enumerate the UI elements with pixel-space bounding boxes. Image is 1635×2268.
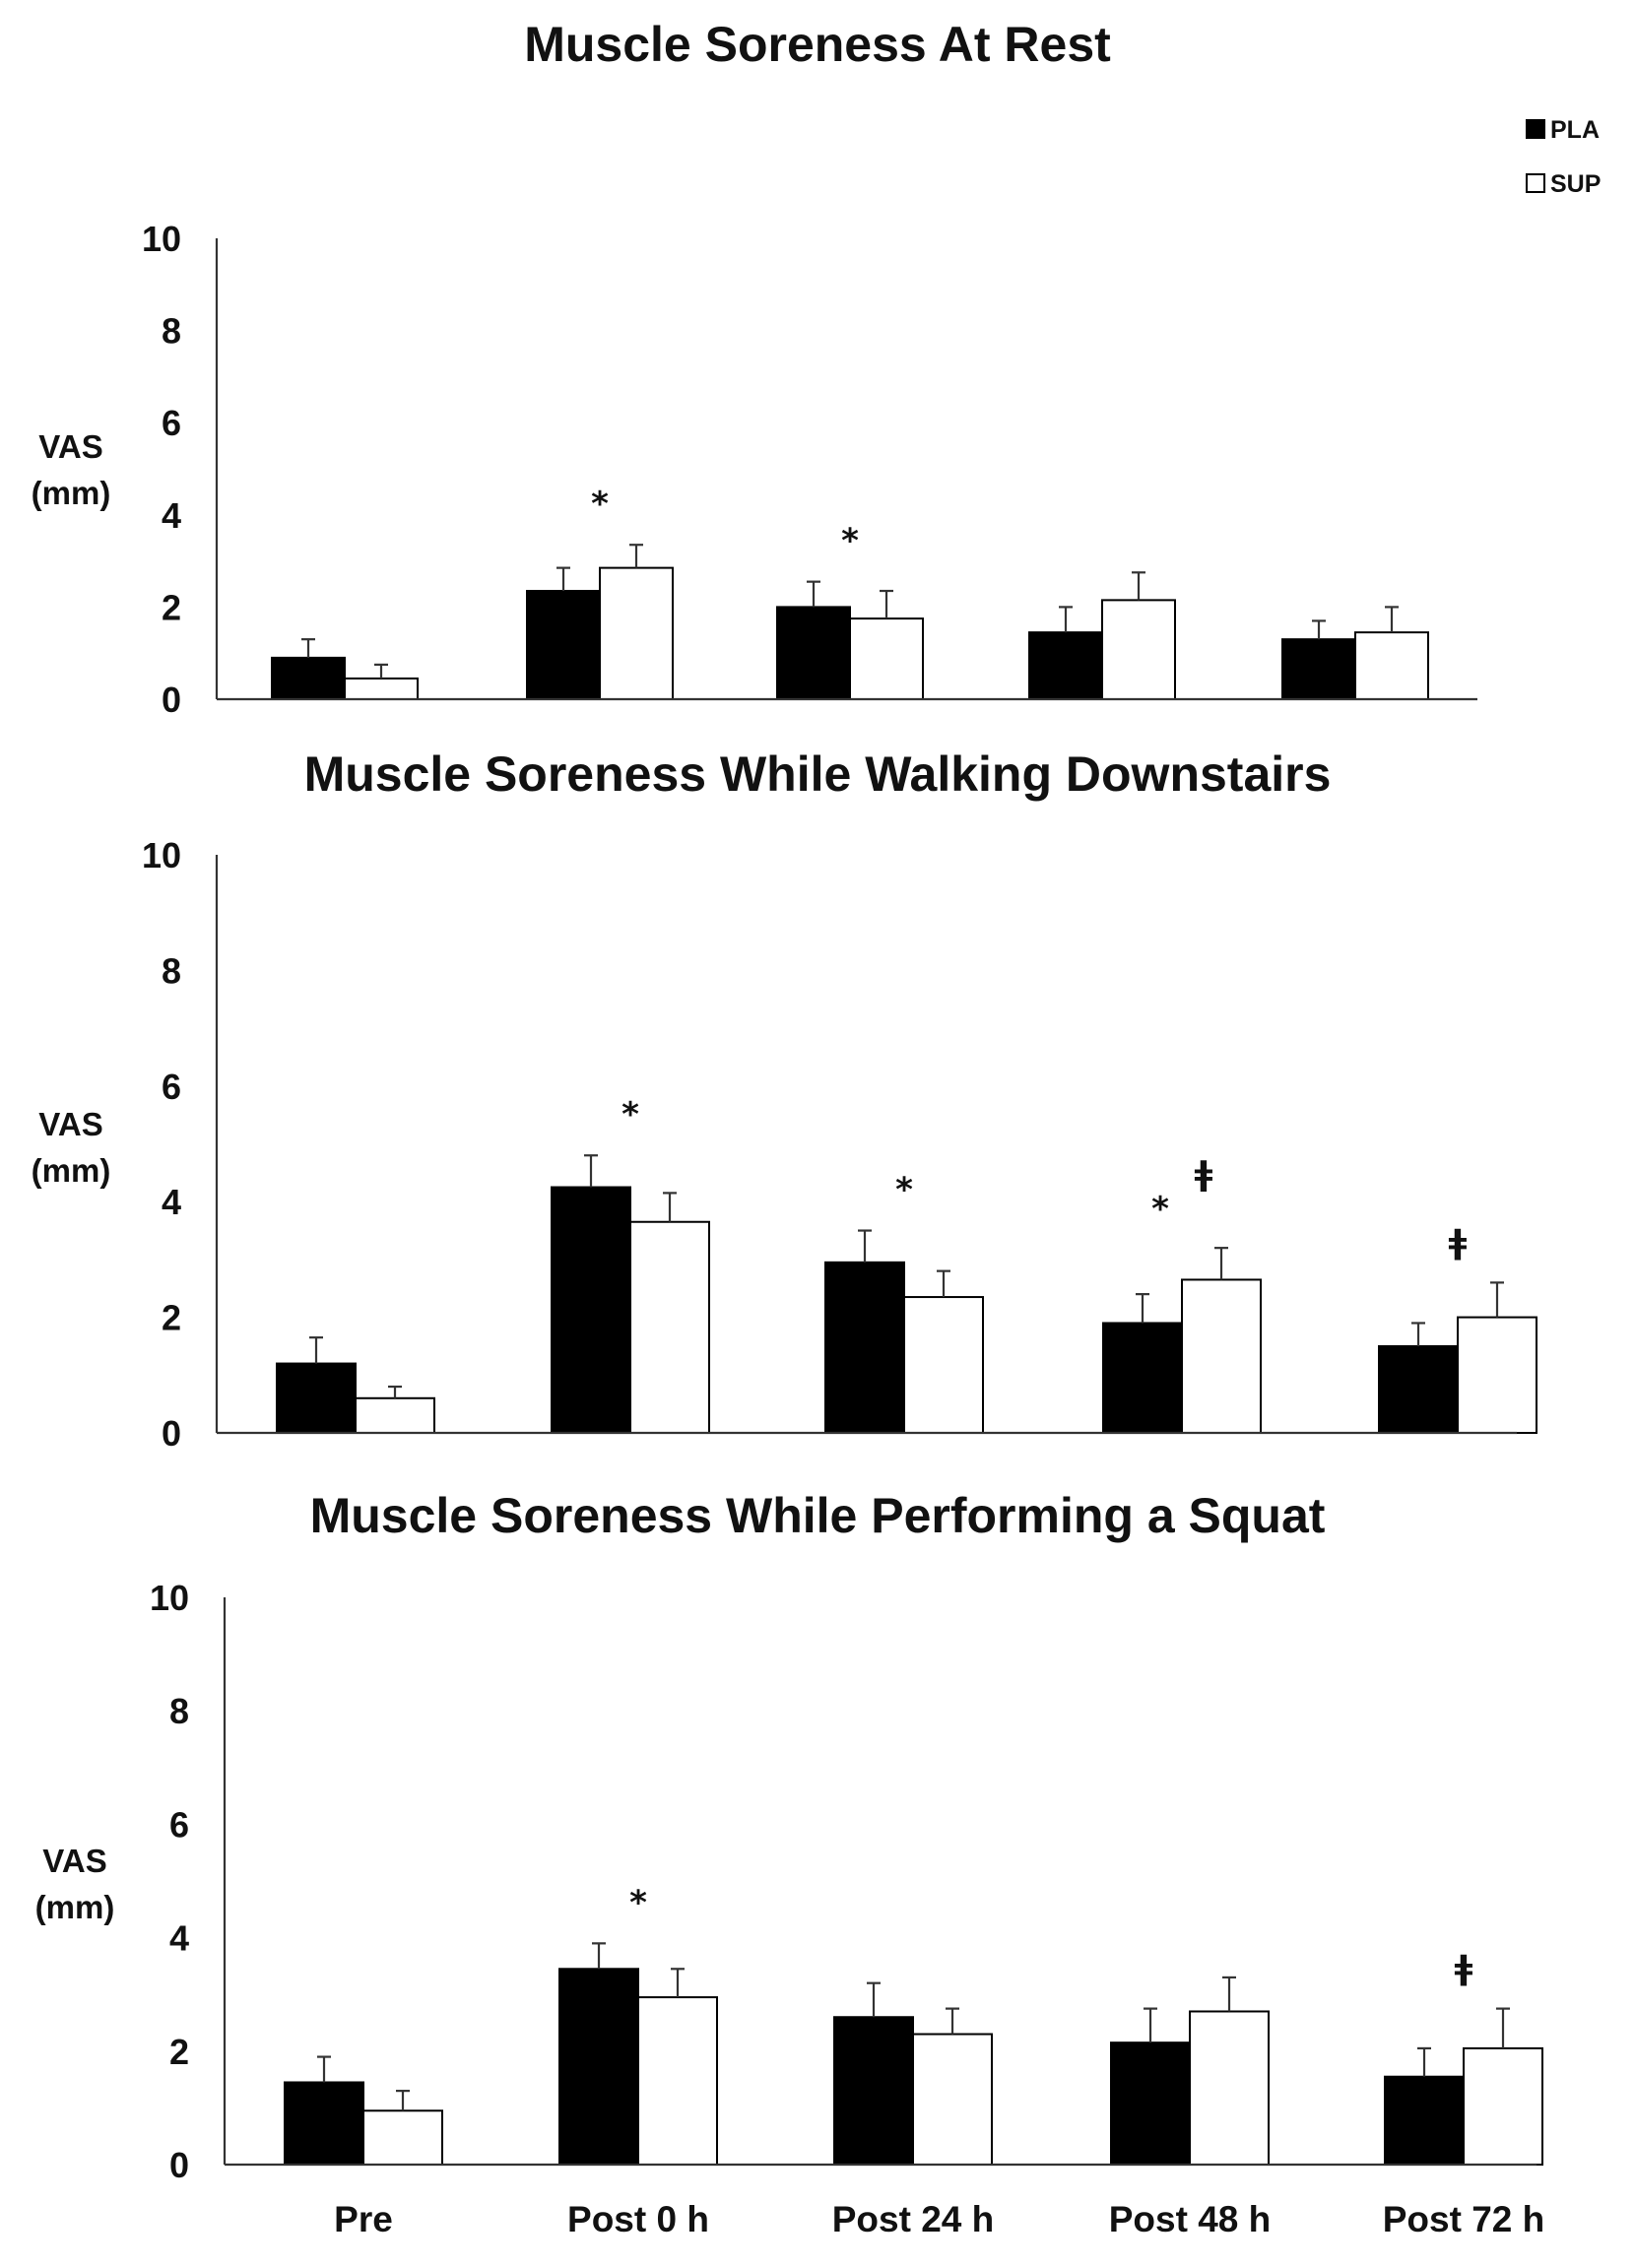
legend-sup-swatch [1526, 173, 1545, 193]
y-axis-label-line1: VAS [38, 1106, 102, 1142]
y-axis-label-line2: (mm) [32, 1152, 111, 1189]
panel-soreness-walking-downstairs: Muscle Soreness While Walking Downstairs… [32, 746, 1537, 1454]
y-tick-label: 6 [169, 1804, 189, 1845]
y-tick-label: 10 [142, 835, 181, 875]
bar-pla-post-48-h [1102, 1322, 1183, 1434]
significance-double-dagger: ǂ [1449, 1222, 1468, 1262]
panel-soreness-squat: Muscle Soreness While Performing a Squat… [35, 1488, 1545, 2239]
y-tick-label: 2 [162, 1298, 181, 1338]
bar-pla-post-48-h [1028, 631, 1103, 701]
bar-sup-post-0-h [629, 1220, 710, 1434]
bar-sup-post-72-h [1354, 631, 1429, 701]
y-tick-label: 10 [150, 1578, 189, 1618]
y-axis-label-line1: VAS [38, 428, 102, 465]
bar-pla-pre [284, 2081, 364, 2166]
bar-pla-post-48-h [1110, 2041, 1191, 2166]
legend-pla-label: PLA [1550, 116, 1600, 144]
y-tick-label: 4 [162, 1182, 181, 1222]
significance-asterisk: * [591, 485, 609, 524]
bar-sup-post-72-h [1457, 1316, 1537, 1434]
y-tick-label: 0 [162, 680, 181, 720]
y-tick-label: 0 [169, 2145, 189, 2185]
y-tick-label: 2 [169, 2032, 189, 2072]
bar-sup-post-0-h [599, 566, 674, 700]
bar-sup-pre [344, 677, 419, 701]
chart-title: Muscle Soreness While Walking Downstairs [304, 746, 1332, 802]
legend: PLA SUP [1526, 116, 1601, 198]
bar-pla-pre [276, 1362, 357, 1435]
bar-sup-post-24-h [849, 617, 924, 700]
y-axis-label-line2: (mm) [35, 1889, 115, 1925]
bar-sup-post-48-h [1181, 1278, 1262, 1434]
legend-sup-label: SUP [1550, 170, 1601, 198]
significance-double-dagger: ǂ [1195, 1154, 1213, 1194]
significance-asterisk: * [1151, 1190, 1169, 1229]
legend-pla-swatch [1526, 119, 1545, 139]
y-tick-label: 2 [162, 587, 181, 627]
y-tick-label: 4 [169, 1918, 189, 1959]
panel-soreness-at-rest: Muscle Soreness At Rest VAS (mm) 0 2 4 6 8 10… [32, 17, 1477, 720]
x-tick-label: Post 72 h [1383, 2199, 1545, 2239]
bar-sup-post-24-h [912, 2033, 993, 2167]
significance-asterisk: * [621, 1095, 639, 1134]
y-axis-label-line2: (mm) [32, 475, 111, 511]
bar-sup-pre [362, 2109, 443, 2167]
y-tick-label: 8 [162, 950, 181, 991]
bar-pla-post-72-h [1281, 638, 1356, 700]
bar-pla-post-0-h [551, 1186, 631, 1435]
bar-pla-post-0-h [526, 590, 601, 701]
bar-sup-post-48-h [1101, 599, 1176, 701]
x-tick-label: Post 48 h [1109, 2199, 1272, 2239]
significance-asterisk: * [895, 1171, 913, 1210]
bar-sup-pre [355, 1396, 435, 1435]
y-tick-label: 8 [162, 311, 181, 352]
bar-pla-post-24-h [824, 1261, 905, 1434]
x-tick-label: Post 24 h [832, 2199, 995, 2239]
x-tick-label: Post 0 h [567, 2199, 709, 2239]
significance-asterisk: * [629, 1883, 647, 1922]
significance-asterisk: * [841, 522, 859, 561]
y-tick-label: 4 [162, 495, 181, 536]
chart-title: Muscle Soreness While Performing a Squat [310, 1488, 1326, 1543]
bar-pla-pre [271, 656, 346, 701]
x-tick-label: Pre [334, 2199, 393, 2239]
bar-pla-post-24-h [833, 2016, 914, 2166]
y-tick-label: 8 [169, 1691, 189, 1731]
bar-sup-post-24-h [903, 1296, 984, 1435]
y-tick-label: 6 [162, 403, 181, 443]
bar-pla-post-24-h [776, 606, 851, 701]
bar-sup-post-72-h [1463, 2046, 1543, 2166]
bar-pla-post-72-h [1378, 1344, 1459, 1434]
bar-pla-post-0-h [558, 1968, 639, 2167]
y-tick-label: 0 [162, 1413, 181, 1454]
y-tick-label: 6 [162, 1067, 181, 1107]
bar-pla-post-72-h [1384, 2075, 1465, 2166]
significance-double-dagger: ǂ [1455, 1949, 1473, 1988]
y-axis-label-line1: VAS [42, 1843, 106, 1879]
bar-sup-post-48-h [1189, 2010, 1270, 2166]
y-tick-label: 10 [142, 219, 181, 259]
chart-title: Muscle Soreness At Rest [524, 17, 1111, 72]
bar-sup-post-0-h [637, 1996, 718, 2166]
